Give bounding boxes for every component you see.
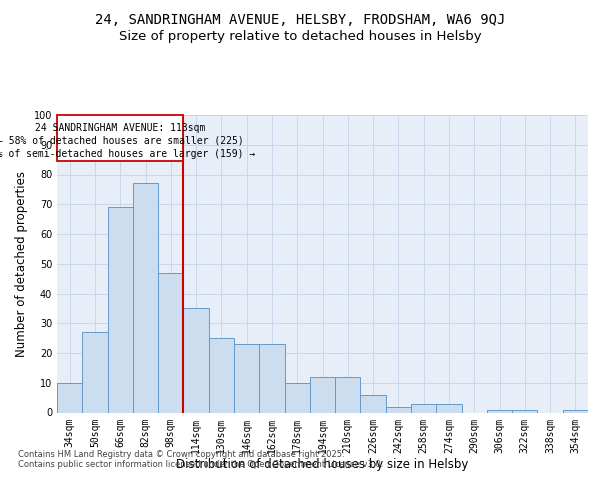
Bar xyxy=(107,207,133,412)
Bar xyxy=(82,332,107,412)
Bar xyxy=(310,377,335,412)
X-axis label: Distribution of detached houses by size in Helsby: Distribution of detached houses by size … xyxy=(176,458,469,471)
Bar xyxy=(386,406,411,412)
Text: Size of property relative to detached houses in Helsby: Size of property relative to detached ho… xyxy=(119,30,481,43)
Bar xyxy=(184,308,209,412)
Text: 24, SANDRINGHAM AVENUE, HELSBY, FRODSHAM, WA6 9QJ: 24, SANDRINGHAM AVENUE, HELSBY, FRODSHAM… xyxy=(95,12,505,26)
Bar xyxy=(563,410,588,412)
Text: 24 SANDRINGHAM AVENUE: 113sqm: 24 SANDRINGHAM AVENUE: 113sqm xyxy=(35,123,205,133)
Bar xyxy=(411,404,436,412)
Bar xyxy=(284,383,310,412)
Bar xyxy=(335,377,361,412)
Bar xyxy=(158,272,184,412)
Bar xyxy=(234,344,259,412)
Text: ← 58% of detached houses are smaller (225): ← 58% of detached houses are smaller (22… xyxy=(0,136,244,145)
Text: Contains HM Land Registry data © Crown copyright and database right 2025.
Contai: Contains HM Land Registry data © Crown c… xyxy=(18,450,383,469)
Bar xyxy=(209,338,234,412)
Bar xyxy=(259,344,284,412)
Bar xyxy=(487,410,512,412)
Bar xyxy=(57,383,82,412)
Bar xyxy=(133,184,158,412)
Text: 41% of semi-detached houses are larger (159) →: 41% of semi-detached houses are larger (… xyxy=(0,149,256,159)
Y-axis label: Number of detached properties: Number of detached properties xyxy=(15,171,28,357)
Bar xyxy=(512,410,538,412)
Bar xyxy=(57,115,184,161)
Bar xyxy=(361,394,386,412)
Bar xyxy=(436,404,461,412)
